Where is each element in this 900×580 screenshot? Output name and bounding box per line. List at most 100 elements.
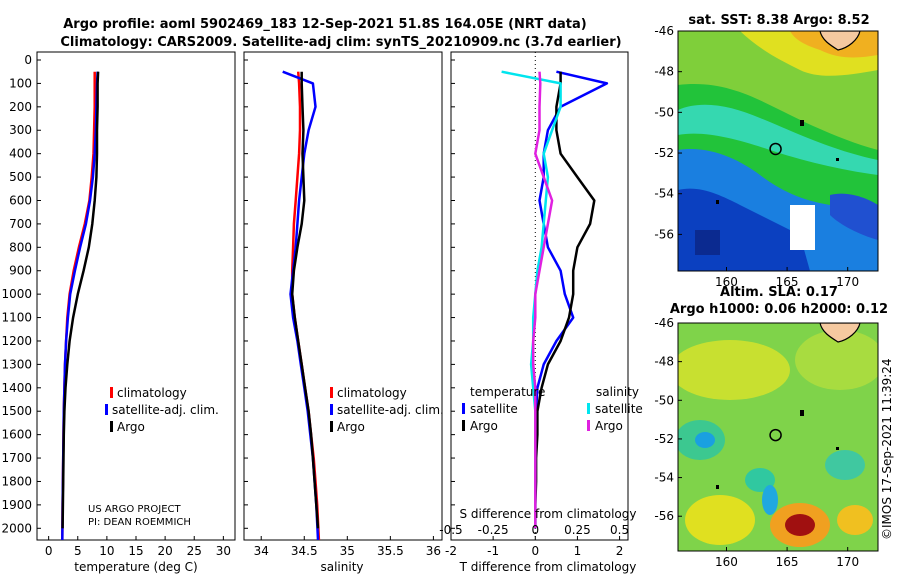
map-y-tick-label: -46 [654, 316, 674, 330]
x-tick-label: 36 [426, 544, 441, 558]
legend-swatch-argo [110, 421, 113, 432]
sst-map-frame [677, 30, 879, 272]
sst-map-ticks: 160 165 170 -46 -48 -50 -52 -54 -56 [654, 24, 859, 289]
depth-tick-label: 1700 [1, 451, 32, 465]
top-tick-label: 0.5 [610, 523, 629, 537]
sla-map-ticks: 160 165 170 -46 -48 -50 -52 -54 -56 [654, 316, 859, 569]
x-tick-label: 35 [340, 544, 355, 558]
salinity-legend: climatology satellite-adj. clim. Argo [330, 386, 444, 434]
sla-map-title-2: Argo h1000: 0.06 h2000: 0.12 [670, 302, 888, 317]
legend-argo-sal: Argo [595, 419, 623, 433]
depth-tick-label: 1200 [1, 334, 32, 348]
legend-argo: Argo [337, 420, 365, 434]
sla-map-image [678, 323, 878, 551]
depth-tick-label: 400 [9, 147, 32, 161]
salinity-difference-ticks: -0.5 -0.25 0 0.25 0.5 [439, 523, 629, 537]
depth-tick-label: 200 [9, 100, 32, 114]
map-y-tick-label: -50 [654, 105, 674, 119]
x-tick-label: 34 [254, 544, 269, 558]
depth-tick-label: 1800 [1, 474, 32, 488]
imos-watermark: ©IMOS 17-Sep-2021 11:39:24 [880, 358, 894, 540]
x-tick-label: 1 [574, 544, 582, 558]
difference-plot: -2 -1 0 1 2 [445, 70, 624, 558]
map-y-tick-label: -48 [654, 355, 674, 369]
x-tick-label: 2 [616, 544, 624, 558]
salinity-xlabel: salinity [320, 560, 363, 574]
depth-tick-label: 1900 [1, 498, 32, 512]
legend-swatch-climatology [330, 387, 333, 398]
legend-swatch-argo-sal [587, 420, 590, 431]
x-tick-label: 15 [128, 544, 143, 558]
map-x-tick-label: 170 [836, 275, 859, 289]
sla-map-frame [677, 322, 879, 552]
legend-swatch-climatology [110, 387, 113, 398]
legend-salinity-title: salinity [596, 385, 639, 399]
map-x-tick-label: 160 [715, 275, 738, 289]
difference-panel-frame [450, 51, 629, 541]
depth-tick-label: 100 [9, 76, 32, 90]
legend-swatch-satellite-sal [587, 403, 590, 414]
map-y-tick-label: -52 [654, 432, 674, 446]
x-tick-label: 0 [45, 544, 53, 558]
x-tick-label: 0 [531, 544, 539, 558]
x-tick-label: -2 [445, 544, 457, 558]
series-line-argo-temperature- [534, 71, 596, 529]
sst-map-image [678, 31, 878, 271]
x-tick-label: 20 [157, 544, 172, 558]
legend-satellite: satellite-adj. clim. [112, 403, 219, 417]
series-line-climatology [61, 71, 96, 541]
legend-swatch-satellite-temp [462, 403, 465, 414]
legend-swatch-argo-temp [462, 420, 465, 431]
map-x-tick-label: 165 [776, 555, 799, 569]
salinity-panel-frame [243, 51, 443, 541]
x-tick-label: 34.5 [291, 544, 318, 558]
depth-tick-label: 800 [9, 240, 32, 254]
legend-climatology: climatology [337, 386, 407, 400]
temperature-panel-frame [36, 51, 236, 541]
series-line-argo [61, 71, 100, 529]
depth-tick-label: 2000 [1, 521, 32, 535]
map-y-tick-label: -52 [654, 146, 674, 160]
map-y-tick-label: -54 [654, 187, 674, 201]
depth-tick-label: 1400 [1, 381, 32, 395]
x-tick-label: 10 [99, 544, 114, 558]
difference-top-label: S difference from climatology [460, 507, 637, 521]
series-line-satellite-salinity- [501, 70, 562, 529]
depth-tick-label: 700 [9, 217, 32, 231]
top-tick-label: -0.5 [439, 523, 462, 537]
legend-temperature-title: temperature [470, 385, 545, 399]
series-line-argo [290, 71, 320, 529]
x-tick-label: -1 [487, 544, 499, 558]
depth-tick-label: 900 [9, 264, 32, 278]
legend-swatch-satellite [330, 404, 333, 415]
map-y-tick-label: -48 [654, 65, 674, 79]
map-y-tick-label: -46 [654, 24, 674, 38]
sla-map-title-1: Altim. SLA: 0.17 [720, 285, 838, 300]
legend-swatch-satellite [105, 404, 108, 415]
depth-tick-label: 1100 [1, 311, 32, 325]
pi-annotation: PI: DEAN ROEMMICH [88, 517, 191, 528]
depth-tick-label: 1000 [1, 287, 32, 301]
depth-tick-label: 1500 [1, 404, 32, 418]
map-y-tick-label: -50 [654, 393, 674, 407]
temperature-xlabel: temperature (deg C) [74, 560, 197, 574]
x-tick-label: 25 [187, 544, 202, 558]
map-y-tick-label: -56 [654, 227, 674, 241]
map-x-tick-label: 170 [836, 555, 859, 569]
argo-position-marker [769, 428, 782, 442]
top-tick-label: -0.25 [478, 523, 509, 537]
top-tick-label: 0.25 [564, 523, 591, 537]
difference-legend: temperature salinity satellite Argo sate… [462, 385, 643, 433]
depth-tick-label: 1300 [1, 357, 32, 371]
series-line-argo-salinity- [531, 71, 554, 529]
depth-axis: 0 100 200 300 400 500 600 700 800 900 1000 1100 1200… [1, 53, 455, 535]
depth-tick-label: 0 [24, 53, 32, 67]
argo-position-marker [769, 142, 782, 156]
legend-argo: Argo [117, 420, 145, 434]
depth-tick-label: 300 [9, 123, 32, 137]
project-annotation: US ARGO PROJECT [88, 504, 182, 515]
depth-tick-label: 1600 [1, 428, 32, 442]
x-tick-label: 5 [74, 544, 82, 558]
salinity-plot: 34 34.5 35 35.5 36 [254, 70, 441, 558]
map-y-tick-label: -54 [654, 471, 674, 485]
